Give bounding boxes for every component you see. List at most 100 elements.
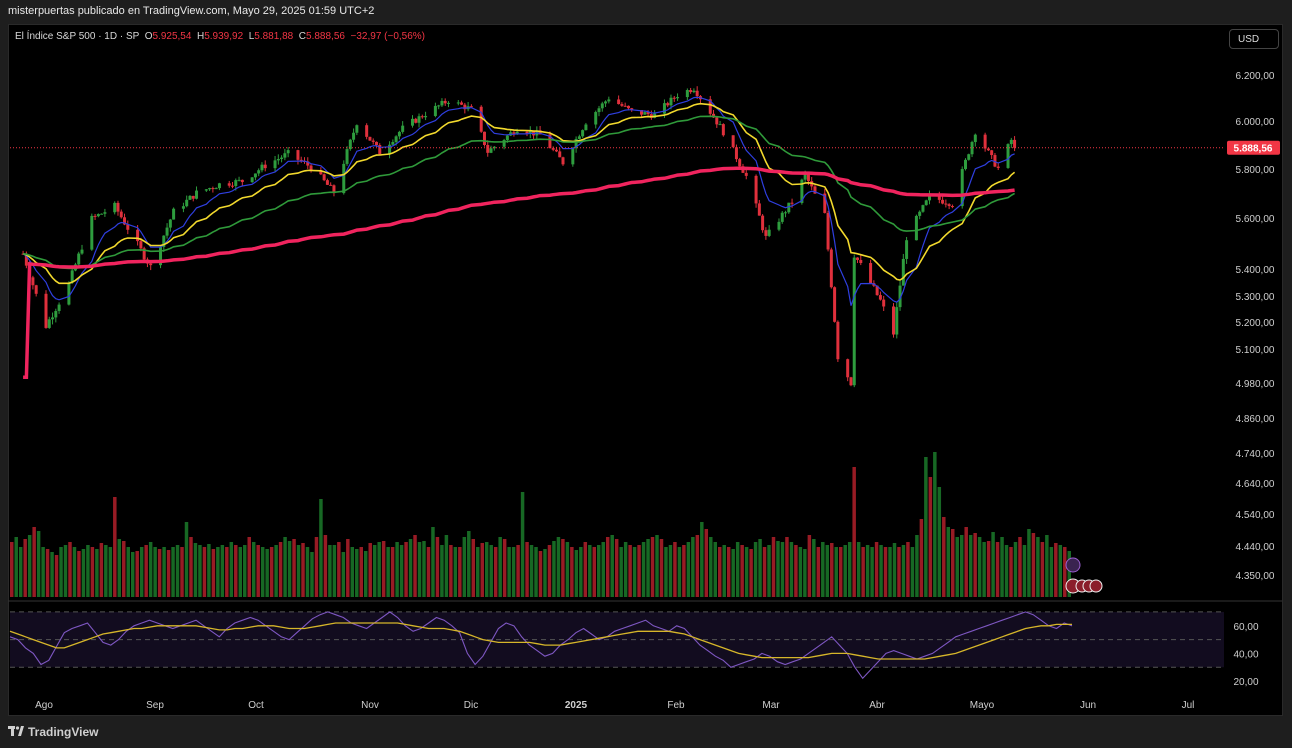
volume-bar: [184, 522, 189, 597]
candle-body: [604, 101, 608, 104]
candle-body: [162, 235, 166, 247]
candle-body: [456, 102, 460, 104]
volume-bar: [901, 545, 906, 597]
time-tick-label: Abr: [869, 700, 885, 711]
candle-body: [142, 248, 146, 260]
price-tick-label: 5.400,00: [1236, 265, 1275, 276]
volume-bar: [1027, 529, 1031, 597]
volume-bar: [865, 545, 870, 597]
volume-bar: [72, 547, 77, 597]
volume-bar: [23, 539, 27, 597]
volume-bar: [910, 547, 915, 597]
lightning-icon: [1065, 557, 1081, 573]
volume-bar: [995, 542, 1000, 597]
volume-bar: [449, 545, 453, 597]
candle-body: [548, 134, 552, 149]
candle-body: [721, 124, 725, 136]
candle-body: [790, 202, 794, 204]
volume-bar: [955, 537, 959, 597]
candle-body: [165, 227, 169, 236]
volume-bar: [525, 542, 529, 597]
candle-body: [391, 142, 395, 145]
volume-bar: [386, 547, 390, 597]
volume-bar: [735, 542, 740, 597]
volume-bar: [879, 545, 883, 597]
volume-bar: [870, 547, 874, 597]
candle-body: [882, 299, 886, 307]
candle-body: [234, 180, 238, 186]
candle-body: [306, 161, 310, 166]
candle-body: [329, 184, 333, 186]
volume-bar: [265, 549, 269, 597]
candle-body: [892, 306, 896, 335]
candle-body: [927, 194, 931, 201]
candle-body: [960, 169, 964, 207]
candle-body: [286, 150, 290, 154]
volume-bar: [260, 547, 265, 597]
volume-bar: [511, 547, 516, 597]
candle-body: [191, 195, 195, 199]
volume-bar: [619, 547, 623, 597]
volume-bar: [597, 545, 601, 597]
volume-bar: [623, 542, 628, 597]
volume-bar: [502, 539, 507, 597]
volume-bar: [175, 545, 180, 597]
candle-body: [849, 377, 853, 386]
event-icon: [1089, 579, 1103, 593]
volume-bar: [780, 542, 785, 597]
candle-body: [895, 307, 899, 335]
candle-body: [345, 149, 349, 164]
volume-bar: [287, 541, 292, 597]
volume-bar: [673, 542, 677, 597]
volume-bar: [422, 541, 426, 597]
volume-bar: [803, 549, 807, 597]
candle-body: [538, 130, 542, 135]
candle-body: [767, 229, 771, 236]
volume-bar: [915, 535, 919, 597]
volume-bar: [691, 537, 695, 597]
volume-bar: [355, 549, 359, 597]
volume-bar: [610, 535, 614, 597]
time-tick-label: Sep: [146, 700, 164, 711]
candle-body: [620, 104, 624, 106]
candle-body: [332, 185, 336, 194]
candle-body: [424, 115, 428, 118]
volume-bar: [90, 547, 95, 597]
currency-button[interactable]: USD: [1229, 29, 1279, 49]
brand-name: TradingView: [28, 725, 99, 739]
candle-body: [136, 229, 140, 242]
volume-bar: [740, 545, 744, 597]
candle-body: [440, 100, 444, 106]
candle-body: [57, 304, 61, 311]
time-tick-label: Nov: [361, 700, 379, 711]
candle-body: [47, 319, 51, 328]
candle-body: [777, 221, 781, 230]
candle-body: [963, 159, 967, 170]
volume-bar: [892, 543, 897, 597]
candle-body: [823, 193, 827, 213]
volume-bar: [314, 537, 319, 597]
volume-bar: [332, 545, 337, 597]
candle-body: [744, 172, 748, 176]
volume-bar: [68, 542, 72, 597]
volume-bar: [480, 543, 484, 597]
candle-body: [489, 148, 493, 153]
volume-bar: [337, 542, 341, 597]
candle-body: [993, 155, 997, 167]
symbol-label[interactable]: El Índice S&P 500 · 1D · SP: [15, 31, 140, 42]
volume-bar: [552, 541, 556, 597]
volume-bar: [157, 549, 162, 597]
candle-body: [1006, 144, 1010, 168]
candle-body: [139, 241, 143, 249]
volume-bar: [59, 547, 63, 597]
volume-bar: [435, 537, 440, 597]
volume-bar: [153, 547, 157, 597]
candle-body: [986, 148, 990, 151]
candle-body: [299, 159, 303, 161]
volume-bar: [417, 542, 422, 597]
publish-header: misterpuertas publicado en TradingView.c…: [8, 5, 375, 17]
open-value: 5.925,54: [152, 31, 192, 42]
candle-body: [901, 258, 905, 286]
candle-body: [181, 206, 185, 209]
